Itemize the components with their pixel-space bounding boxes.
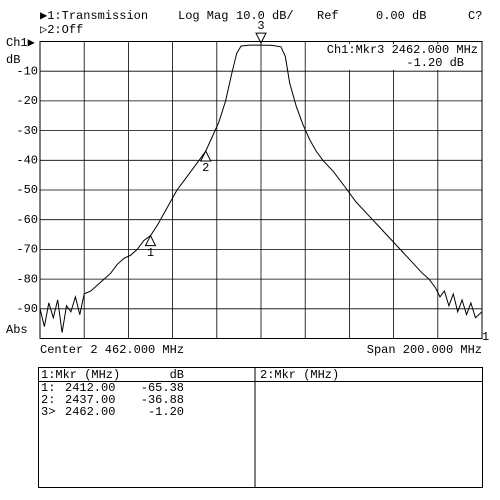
center-label: Center 2 462.000 MHz [40, 343, 184, 357]
marker-table [38, 367, 483, 488]
table-header: dB [170, 368, 184, 382]
table-header: 1:Mkr (MHz) [41, 368, 120, 382]
format-label: Log Mag [178, 9, 228, 23]
y-tick-label: -30 [16, 124, 38, 138]
marker [144, 234, 157, 247]
y-tick-label: -70 [16, 243, 38, 257]
table-rows: 1: 2412.00 -65.38 2: 2437.00 -36.88 3> 2462.00 -… [41, 381, 184, 419]
marker-label: 2 [202, 161, 209, 175]
y-tick-label: -80 [16, 272, 38, 286]
ref-value: 0.00 dB [376, 9, 426, 23]
table-header: 2:Mkr (MHz) [260, 368, 339, 382]
row-index: 3> [41, 405, 55, 419]
row-value: -36.88 [141, 393, 184, 407]
readout-line: -1.20 dB [406, 56, 464, 70]
status: C? [468, 9, 482, 23]
y-tick-label: -50 [16, 183, 38, 197]
row-frequency: 2412.00 [65, 381, 115, 395]
marker [199, 149, 212, 162]
row-index: 2: [41, 393, 55, 407]
row-frequency: 2437.00 [65, 393, 115, 407]
unit-label: dB [6, 53, 20, 67]
marker-label: 3 [257, 19, 264, 33]
ref-label: Ref [317, 9, 339, 23]
readout-line: Ch1:Mkr3 2462.000 MHz [327, 43, 478, 57]
plot: -10 -20 -30 -40 -50 -60 -70 -80 -90 1 2 3 [16, 19, 483, 339]
y-tick-label: -40 [16, 153, 38, 167]
y-tick-label: -10 [16, 64, 38, 78]
trace2-label: ▷2:Off [40, 23, 83, 37]
readout-box [316, 44, 480, 70]
marker-label: 1 [147, 246, 154, 260]
abs-label: Abs [6, 323, 28, 337]
end-marker: 1 [482, 330, 489, 344]
trace [39, 44, 483, 333]
span-label: Span 200.000 MHz [367, 343, 482, 357]
trace1-label: ▶1:Transmission [40, 9, 148, 23]
channel-label: Ch1▶ [6, 36, 36, 50]
row-value: -1.20 [148, 405, 184, 419]
scale-label: 10.0 dB/ [236, 9, 294, 23]
row-value: -65.38 [141, 381, 184, 395]
y-tick-label: -90 [16, 302, 38, 316]
y-tick-label: -60 [16, 213, 38, 227]
y-tick-label: -20 [16, 94, 38, 108]
row-index: 1: [41, 381, 55, 395]
plot-frame [39, 41, 483, 339]
marker [255, 32, 267, 45]
row-frequency: 2462.00 [65, 405, 115, 419]
